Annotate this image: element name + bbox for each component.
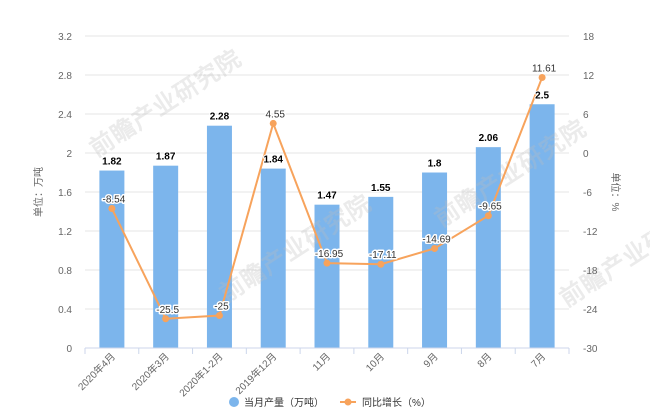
line-point (431, 244, 439, 252)
line-point (377, 260, 385, 268)
x-tick-label: 8月 (475, 351, 494, 370)
line-point (215, 312, 223, 319)
line-data-label: -16.95 (315, 249, 344, 260)
bar-data-label: 1.87 (156, 152, 176, 163)
bar-data-label: 1.8 (428, 159, 442, 170)
line-data-label: 4.55 (265, 109, 285, 120)
bar-data-label: 1.82 (102, 157, 122, 168)
line-data-label: -14.69 (422, 234, 451, 245)
x-tick-label: 10月 (363, 351, 386, 374)
legend-line-label: 同比增长（%） (362, 396, 431, 409)
legend-item-bar[interactable]: 当月产量（万吨） (229, 396, 324, 409)
y-right-tick-label: -12 (583, 227, 598, 238)
y-left-tick-label: 1.6 (58, 188, 72, 199)
bar (99, 170, 125, 348)
x-tick-label: 2020年3月 (129, 350, 172, 393)
y-right-tick-label: -6 (583, 188, 592, 199)
watermark-text: 前瞻产业研究院 (555, 194, 650, 313)
x-tick-label: 2019年12月 (232, 350, 279, 397)
legend-item-line[interactable]: 同比增长（%） (340, 396, 431, 409)
line-data-label: -25.5 (156, 305, 179, 316)
line-point (108, 205, 116, 213)
line-point (269, 119, 277, 127)
line-data-label: -25 (214, 302, 229, 313)
line-series (108, 74, 546, 323)
bar-data-label: 1.55 (371, 183, 391, 194)
line-data-label: -9.65 (479, 202, 502, 213)
bar (529, 104, 555, 348)
bar (422, 172, 448, 348)
bar (314, 204, 340, 348)
y-left-tick-label: 2.4 (58, 110, 72, 121)
x-tick-label: 2020年1-2月 (176, 350, 225, 399)
y-right-tick-label: -30 (583, 344, 598, 355)
x-tick-label: 2020年4月 (75, 350, 118, 393)
bar (260, 168, 286, 348)
x-tick-label: 11月 (310, 351, 333, 374)
y-left-tick-label: 0.8 (58, 266, 72, 277)
x-tick-label: 9月 (421, 351, 440, 370)
bar-data-label: 1.84 (263, 155, 283, 166)
y-right-tick-label: -18 (583, 266, 598, 277)
line-point (538, 74, 546, 82)
y-left-tick-label: 1.2 (58, 227, 72, 238)
line-data-label: -8.54 (102, 195, 125, 206)
y-left-tick-label: 2.8 (58, 71, 72, 82)
y-left-axis-title: 单位：万吨 (32, 167, 45, 217)
line-point (323, 259, 331, 267)
data-labels: 1.82 1.87 2.28 1.84 1.47 1.55 1.8 2.06 2.5 -8.54 -… (101, 62, 558, 317)
watermark-text: 前瞻产业研究院 (430, 114, 592, 233)
bar-data-label: 2.06 (479, 133, 499, 144)
y-right-tick-label: 18 (583, 32, 595, 43)
line-point (484, 212, 492, 220)
y-right-tick-label: 12 (583, 71, 595, 82)
bar (475, 147, 501, 348)
y-left-tick-label: 3.2 (58, 32, 72, 43)
y-right-tick-label: -24 (583, 305, 598, 316)
legend-bar-label: 当月产量（万吨） (244, 396, 324, 409)
line-data-label: -17.11 (369, 250, 397, 261)
bar-data-label: 2.5 (535, 90, 549, 101)
bar (368, 196, 394, 348)
y-right-tick-label: 0 (583, 149, 589, 160)
bar-data-label: 1.47 (317, 191, 337, 202)
legend-bar-symbol (229, 397, 239, 407)
bar (206, 125, 232, 348)
y-right-axis-title: 单位：% (609, 173, 622, 212)
legend: 当月产量（万吨） 同比增长（%） (229, 396, 431, 409)
legend-line-marker (344, 398, 352, 406)
y-left-tick-label: 0.4 (58, 305, 72, 316)
y-left-tick-label: 2 (66, 149, 72, 160)
x-tick-label: 7月 (529, 351, 548, 370)
y-right-tick-label: 6 (583, 110, 589, 121)
y-left-tick-label: 0 (66, 344, 72, 355)
line-point (162, 315, 170, 323)
line-data-label: 11.61 (532, 64, 557, 75)
bar-data-label: 2.28 (210, 112, 230, 123)
